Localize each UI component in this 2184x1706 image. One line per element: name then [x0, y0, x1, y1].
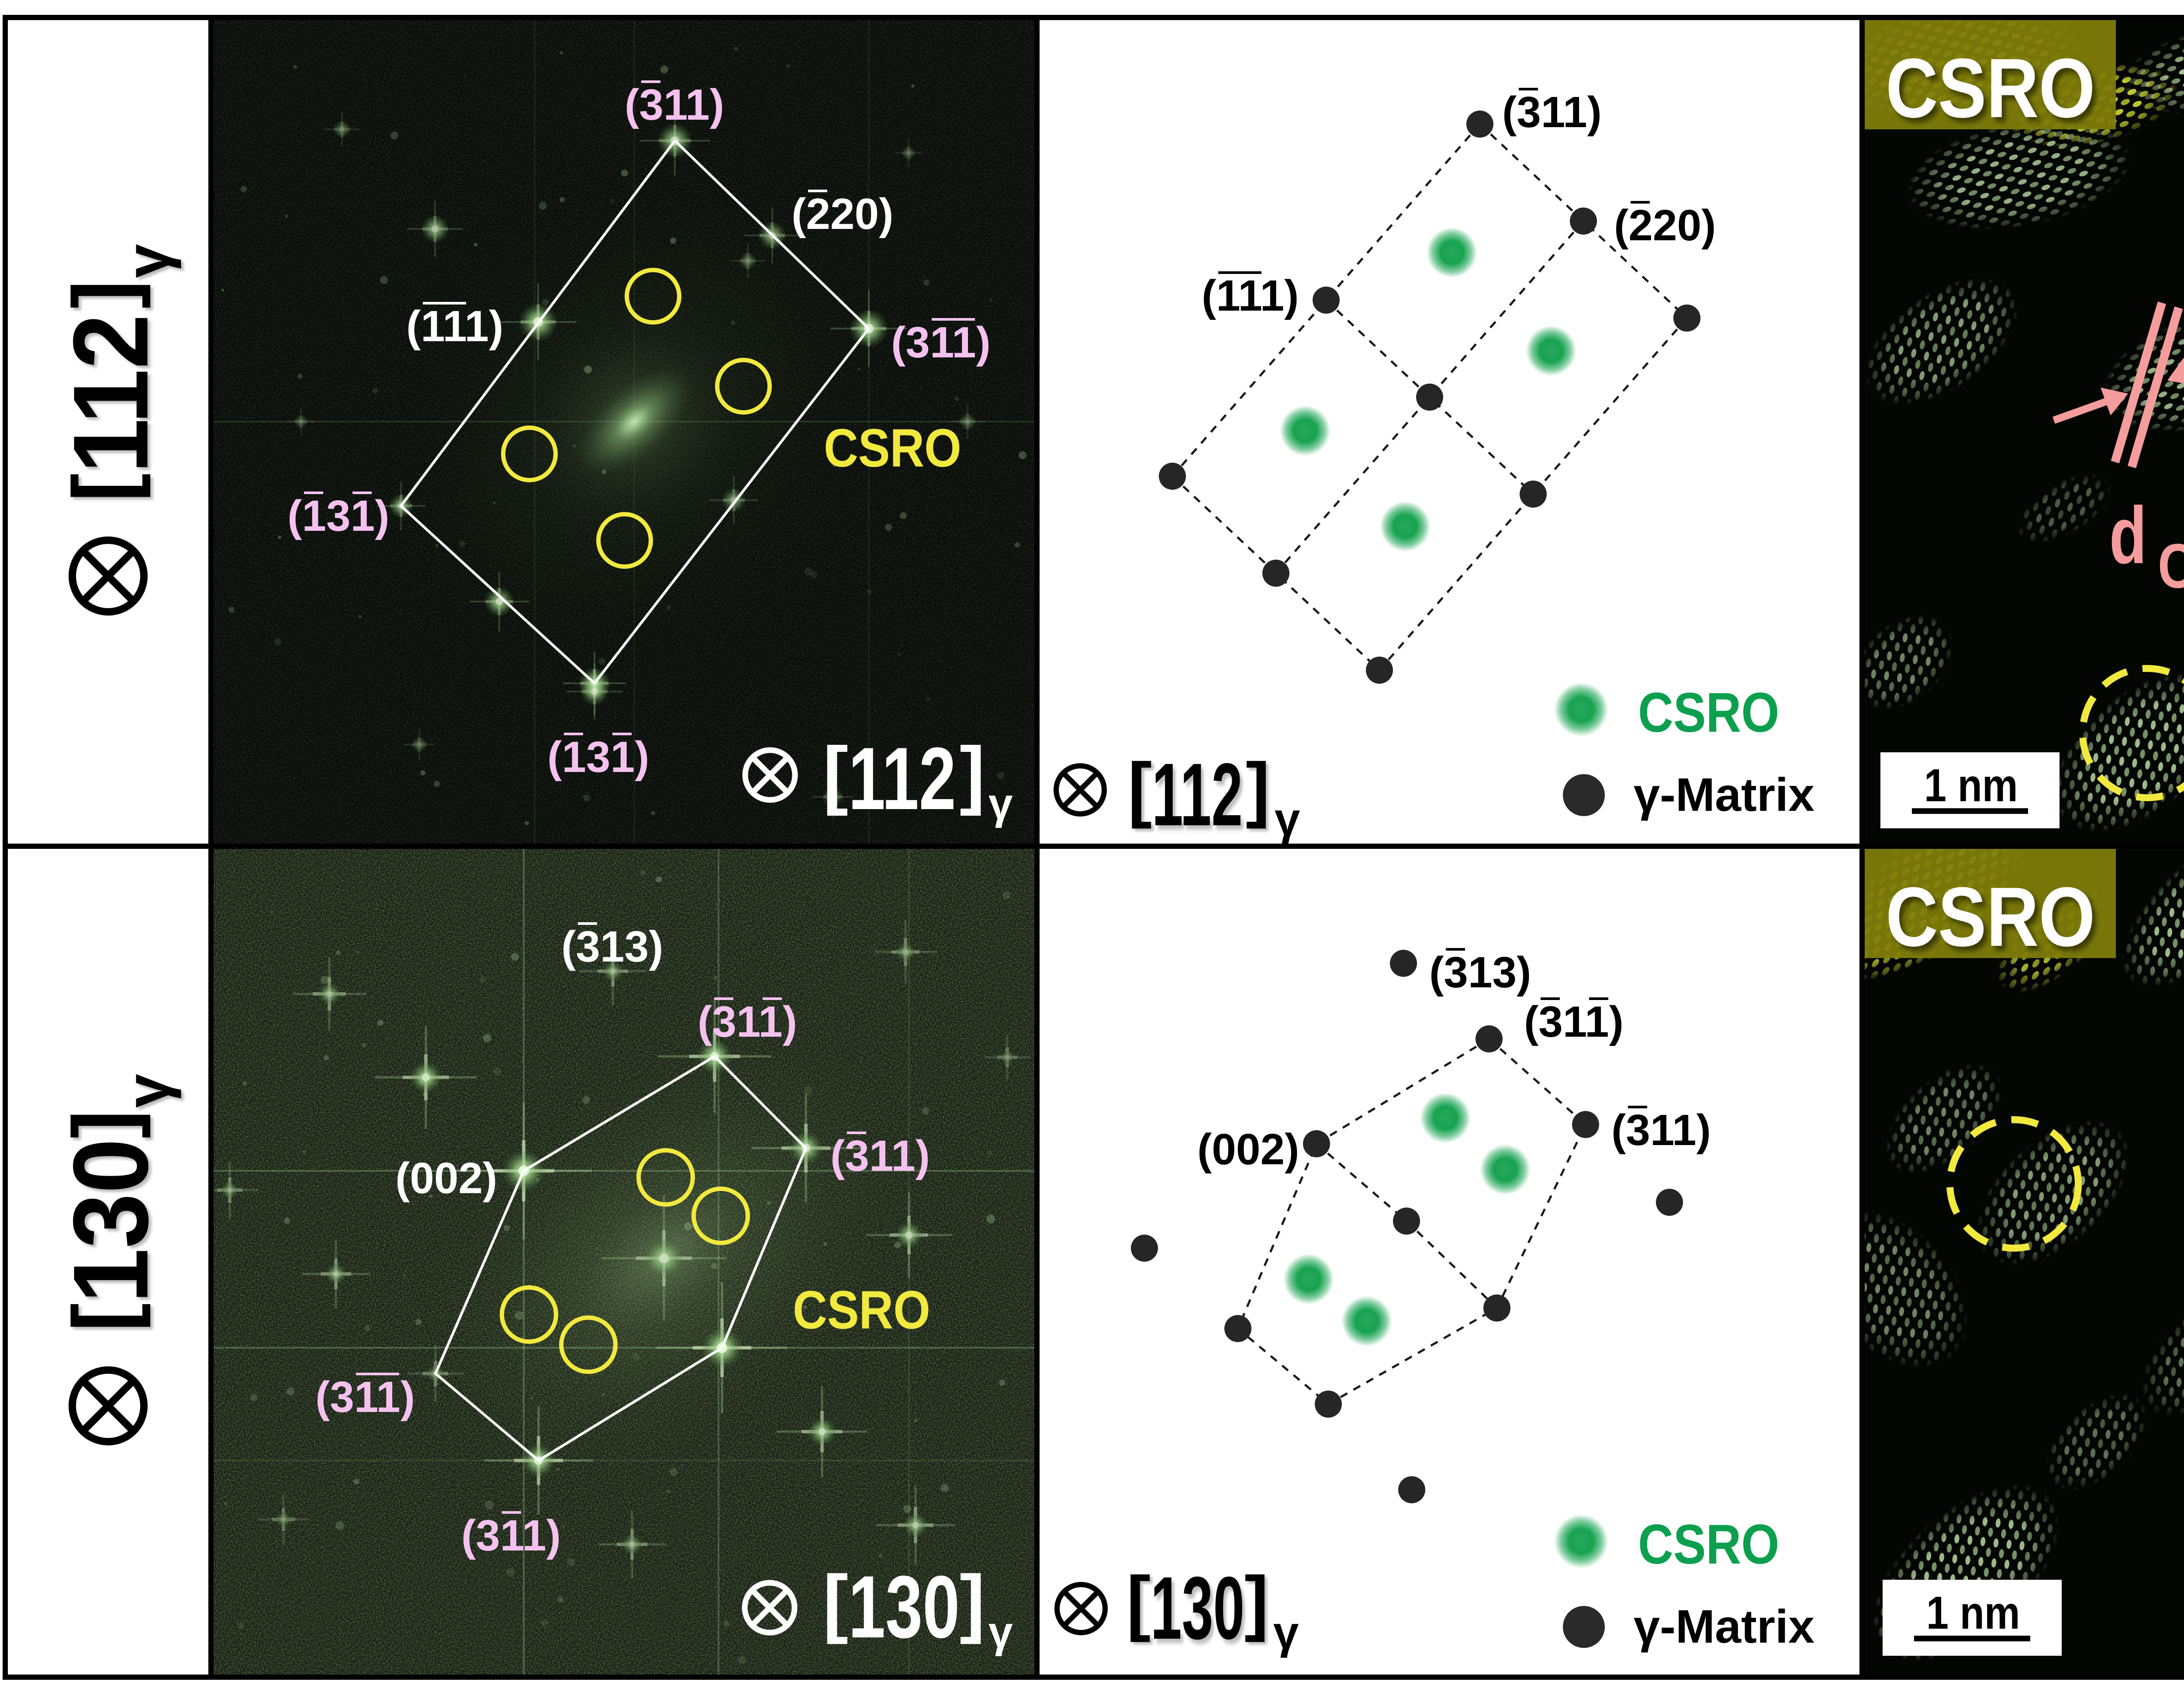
svg-text:CSRO: CSRO — [1886, 870, 2095, 964]
svg-text:(002): (002) — [395, 1154, 497, 1203]
svg-text:(311): (311) — [315, 1373, 415, 1422]
svg-text:(131): (131) — [287, 491, 389, 540]
svg-text:112: 112 — [848, 729, 956, 828]
svg-text:(111): (111) — [406, 302, 503, 351]
svg-text:(220): (220) — [791, 190, 893, 239]
svg-text:(311): (311) — [1502, 88, 1602, 137]
svg-text:[: [ — [55, 473, 151, 502]
svg-text:]: ] — [1244, 1562, 1268, 1643]
svg-text:(131): (131) — [547, 733, 649, 782]
svg-text:CSRO: CSRO — [793, 1280, 930, 1340]
svg-text:γ: γ — [988, 779, 1013, 828]
svg-text:γ-Matrix: γ-Matrix — [1634, 1600, 1814, 1653]
svg-text:112: 112 — [51, 314, 170, 474]
svg-text:CSRO: CSRO — [1638, 682, 1780, 744]
svg-text:γ: γ — [113, 244, 182, 278]
svg-text:(311): (311) — [698, 997, 797, 1046]
svg-text:(111): (111) — [1202, 271, 1299, 320]
svg-text:]: ] — [55, 1110, 151, 1138]
svg-text:CSRO: CSRO — [2158, 531, 2184, 602]
svg-text:d: d — [2109, 490, 2147, 580]
svg-text:112: 112 — [1152, 745, 1243, 844]
svg-text:CSRO: CSRO — [1886, 41, 2095, 135]
svg-text:]: ] — [55, 280, 151, 308]
svg-text:[: [ — [823, 731, 848, 816]
svg-text:130: 130 — [848, 1557, 960, 1657]
svg-text:(311): (311) — [830, 1132, 930, 1180]
svg-text:1 nm: 1 nm — [1924, 760, 2018, 811]
svg-text:γ: γ — [1273, 1607, 1299, 1658]
svg-text:[: [ — [823, 1559, 848, 1644]
svg-text:γ-Matrix: γ-Matrix — [1634, 768, 1814, 821]
svg-text:(002): (002) — [1197, 1125, 1299, 1174]
svg-text:]: ] — [960, 731, 985, 816]
svg-text:[: [ — [55, 1303, 151, 1332]
svg-text:γ: γ — [1275, 794, 1300, 844]
svg-text:]: ] — [960, 1559, 985, 1644]
svg-text:(311): (311) — [891, 318, 991, 367]
svg-text:(311): (311) — [461, 1511, 561, 1560]
svg-text:γ: γ — [988, 1608, 1013, 1657]
svg-text:130: 130 — [1151, 1559, 1244, 1658]
svg-text:(311): (311) — [625, 80, 724, 129]
svg-text:γ: γ — [113, 1074, 182, 1108]
svg-text:130: 130 — [51, 1138, 170, 1303]
svg-text:[: [ — [1128, 748, 1152, 829]
svg-text:CSRO: CSRO — [824, 418, 961, 478]
svg-text:CSRO: CSRO — [1638, 1513, 1780, 1575]
svg-text:(313): (313) — [561, 922, 663, 971]
svg-text:(313): (313) — [1429, 948, 1531, 997]
svg-text:1 nm: 1 nm — [1926, 1587, 2020, 1639]
svg-text:(311): (311) — [1524, 997, 1624, 1046]
svg-text:[: [ — [1127, 1562, 1151, 1643]
svg-text:]: ] — [1246, 748, 1270, 829]
svg-text:(220): (220) — [1614, 201, 1716, 250]
svg-text:(311): (311) — [1611, 1106, 1711, 1155]
